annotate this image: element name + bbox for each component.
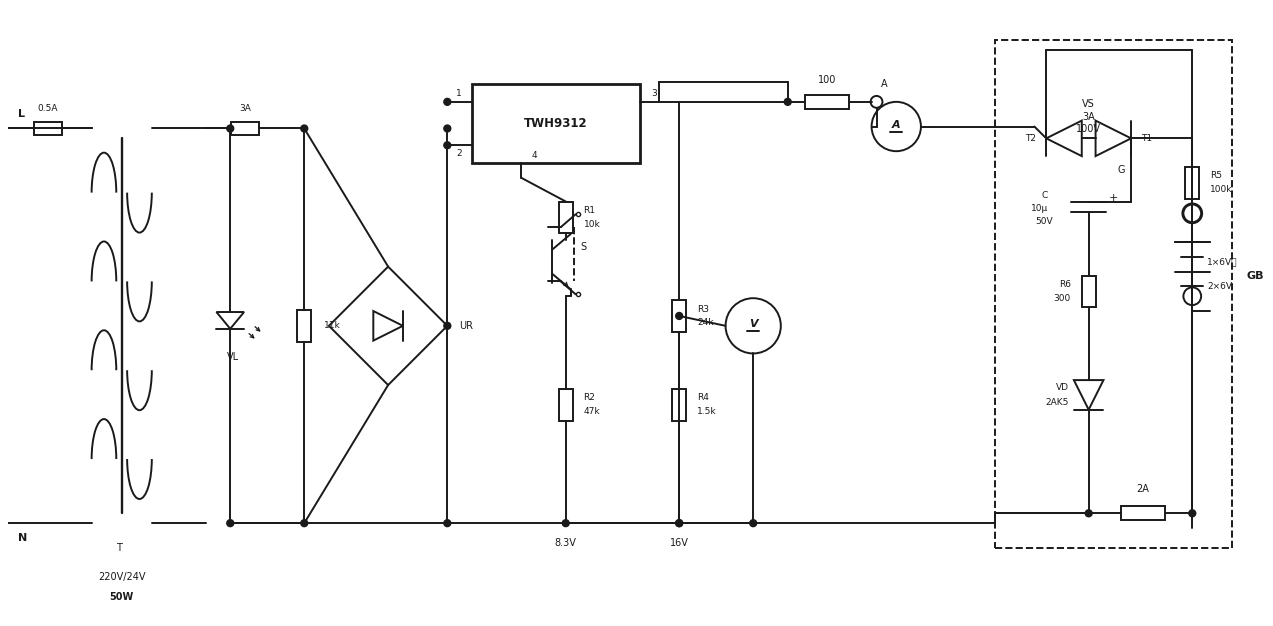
Circle shape (444, 125, 451, 132)
Bar (472, 84, 640, 163)
Text: 2AK5: 2AK5 (1045, 398, 1069, 408)
Text: 2A: 2A (1137, 484, 1150, 494)
Circle shape (444, 98, 451, 105)
Bar (232, 122, 258, 135)
Text: R5: R5 (1211, 172, 1222, 180)
Bar (806, 95, 849, 109)
Circle shape (300, 520, 308, 526)
Bar (298, 310, 311, 342)
Text: S: S (580, 242, 587, 252)
Circle shape (676, 520, 682, 526)
Text: C: C (1041, 191, 1048, 200)
Circle shape (300, 125, 308, 132)
Bar (1185, 167, 1199, 198)
Text: T2: T2 (1025, 134, 1036, 143)
Circle shape (563, 520, 569, 526)
Circle shape (676, 520, 682, 526)
Text: 47k: 47k (583, 407, 600, 416)
Text: 16V: 16V (670, 538, 689, 548)
Text: 2×6V: 2×6V (1207, 282, 1232, 291)
Text: R4: R4 (696, 393, 709, 403)
Circle shape (227, 520, 234, 526)
Bar (1122, 506, 1165, 520)
Text: 3A: 3A (1082, 111, 1095, 121)
Circle shape (227, 125, 234, 132)
Text: R6: R6 (1059, 280, 1071, 289)
Text: T1: T1 (1141, 134, 1152, 143)
Text: VS: VS (1082, 99, 1095, 109)
Text: 100k: 100k (1211, 185, 1232, 194)
Text: 10μ: 10μ (1031, 204, 1048, 213)
Text: VD: VD (1055, 382, 1069, 391)
Circle shape (444, 142, 451, 149)
Text: G: G (1118, 165, 1125, 175)
Text: R1: R1 (583, 206, 596, 215)
Text: VL: VL (227, 352, 239, 362)
Circle shape (750, 520, 756, 526)
Text: 100: 100 (819, 75, 836, 85)
Circle shape (676, 312, 682, 319)
Text: +: + (1109, 193, 1118, 203)
Text: T: T (116, 543, 122, 553)
Text: GB: GB (1246, 272, 1264, 282)
Text: 100V: 100V (1076, 125, 1101, 135)
Text: 2: 2 (457, 148, 462, 158)
Text: 1: 1 (457, 90, 462, 98)
Bar (559, 389, 573, 421)
Bar (672, 300, 686, 332)
Circle shape (444, 520, 451, 526)
Text: 220V/24V: 220V/24V (98, 572, 145, 582)
Text: N: N (18, 533, 27, 543)
Bar (995, 39, 1232, 548)
Text: 1×6V或: 1×6V或 (1207, 257, 1237, 266)
Text: V: V (749, 319, 757, 329)
Text: L: L (18, 109, 25, 119)
Text: 10k: 10k (583, 220, 601, 228)
Circle shape (1189, 510, 1195, 516)
Text: 50V: 50V (1035, 217, 1053, 226)
Bar (672, 389, 686, 421)
Text: 3: 3 (652, 90, 657, 98)
Bar (559, 202, 573, 233)
Text: 24k: 24k (696, 319, 713, 327)
Text: A: A (892, 120, 900, 130)
Text: R2: R2 (583, 393, 596, 403)
Text: A: A (881, 79, 887, 89)
Text: 4: 4 (531, 151, 537, 160)
Bar (1082, 275, 1096, 307)
Circle shape (444, 322, 451, 329)
Text: 3A: 3A (239, 105, 251, 113)
Text: 1.5k: 1.5k (696, 407, 717, 416)
Text: 0.5A: 0.5A (37, 105, 59, 113)
Circle shape (784, 98, 792, 105)
Text: 11k: 11k (325, 321, 341, 331)
Text: 300: 300 (1054, 294, 1071, 303)
Bar (34, 122, 61, 135)
Circle shape (1085, 510, 1092, 516)
Text: 50W: 50W (109, 592, 134, 602)
Text: TWH9312: TWH9312 (524, 117, 588, 130)
Text: R3: R3 (696, 305, 709, 314)
Text: 8.3V: 8.3V (555, 538, 577, 548)
Text: UR: UR (460, 321, 474, 331)
